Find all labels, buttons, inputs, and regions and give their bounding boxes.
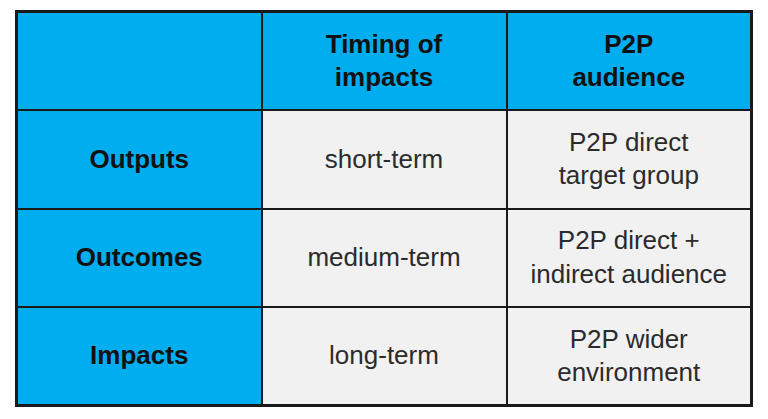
cell-outputs-audience: P2P direct target group <box>507 110 752 209</box>
cell-outcomes-timing: medium-term <box>262 209 507 308</box>
cell-impacts-audience: P2P wider environment <box>507 307 752 406</box>
cell-impacts-timing: long-term <box>262 307 507 406</box>
corner-cell <box>17 12 262 111</box>
table-row: Outcomes medium-term P2P direct + indire… <box>17 209 752 308</box>
row-header-outcomes: Outcomes <box>17 209 262 308</box>
impacts-audience-table: Timing of impacts P2P audience Outputs s… <box>15 10 753 407</box>
cell-outcomes-audience: P2P direct + indirect audience <box>507 209 752 308</box>
header-cell-timing: Timing of impacts <box>262 12 507 111</box>
table-grid: Timing of impacts P2P audience Outputs s… <box>15 10 753 407</box>
row-header-impacts: Impacts <box>17 307 262 406</box>
row-header-outputs: Outputs <box>17 110 262 209</box>
table-row: Outputs short-term P2P direct target gro… <box>17 110 752 209</box>
header-cell-audience: P2P audience <box>507 12 752 111</box>
table-header-row: Timing of impacts P2P audience <box>17 12 752 111</box>
table-row: Impacts long-term P2P wider environment <box>17 307 752 406</box>
cell-outputs-timing: short-term <box>262 110 507 209</box>
